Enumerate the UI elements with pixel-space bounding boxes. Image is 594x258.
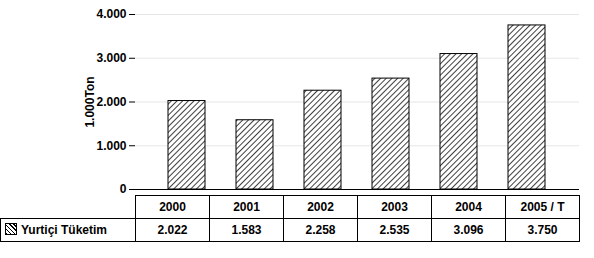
html-text:2002: 2002 bbox=[307, 200, 334, 214]
html-text:2004: 2004 bbox=[455, 200, 482, 214]
svg-text:4.000: 4.000 bbox=[96, 7, 126, 21]
html-text:3.096: 3.096 bbox=[453, 223, 484, 237]
svg-text:1.000Ton: 1.000Ton bbox=[83, 76, 97, 127]
html-text:2005 / T: 2005 / T bbox=[520, 200, 565, 214]
html-text:2.022: 2.022 bbox=[157, 223, 188, 237]
svg-text:0: 0 bbox=[120, 182, 127, 195]
svg-text:3.000: 3.000 bbox=[96, 51, 126, 65]
svg-text:2.000: 2.000 bbox=[96, 95, 126, 109]
svg-text:1.000: 1.000 bbox=[96, 139, 126, 153]
html-text:3.750: 3.750 bbox=[527, 223, 558, 237]
html-text:2003: 2003 bbox=[381, 200, 408, 214]
html-text:2.535: 2.535 bbox=[379, 223, 410, 237]
html-text:2.258: 2.258 bbox=[305, 223, 336, 237]
html-text:2000: 2000 bbox=[159, 200, 186, 214]
html-text:1.583: 1.583 bbox=[231, 223, 262, 237]
html-text:Yurtiçi Tüketim: Yurtiçi Tüketim bbox=[21, 223, 107, 237]
html-text:2001: 2001 bbox=[233, 200, 260, 214]
